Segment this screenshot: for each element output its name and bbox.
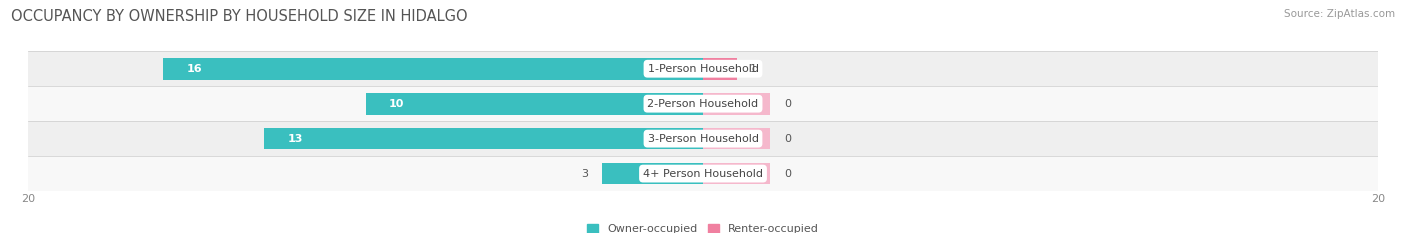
Text: 2-Person Household: 2-Person Household (647, 99, 759, 109)
Bar (703, 58, 737, 80)
Bar (28, 51, 1378, 86)
Text: 3-Person Household: 3-Person Household (648, 134, 758, 144)
Text: OCCUPANCY BY OWNERSHIP BY HOUSEHOLD SIZE IN HIDALGO: OCCUPANCY BY OWNERSHIP BY HOUSEHOLD SIZE… (11, 9, 468, 24)
Bar (28, 86, 1378, 121)
Text: 4+ Person Household: 4+ Person Household (643, 169, 763, 178)
Text: 13: 13 (288, 134, 304, 144)
Text: 0: 0 (785, 169, 792, 178)
Bar (703, 93, 770, 115)
Text: 0: 0 (785, 134, 792, 144)
Legend: Owner-occupied, Renter-occupied: Owner-occupied, Renter-occupied (586, 224, 820, 233)
Bar (703, 128, 770, 150)
Text: 10: 10 (389, 99, 405, 109)
Text: 0: 0 (785, 99, 792, 109)
Bar (703, 163, 770, 185)
Bar (366, 93, 703, 115)
Bar (28, 121, 1378, 156)
Text: 1-Person Household: 1-Person Household (648, 64, 758, 74)
Bar (602, 163, 703, 185)
Text: 1: 1 (751, 64, 758, 74)
Text: 16: 16 (187, 64, 202, 74)
Bar (264, 128, 703, 150)
Text: Source: ZipAtlas.com: Source: ZipAtlas.com (1284, 9, 1395, 19)
Bar (163, 58, 703, 80)
Text: 3: 3 (581, 169, 588, 178)
Bar (28, 156, 1378, 191)
